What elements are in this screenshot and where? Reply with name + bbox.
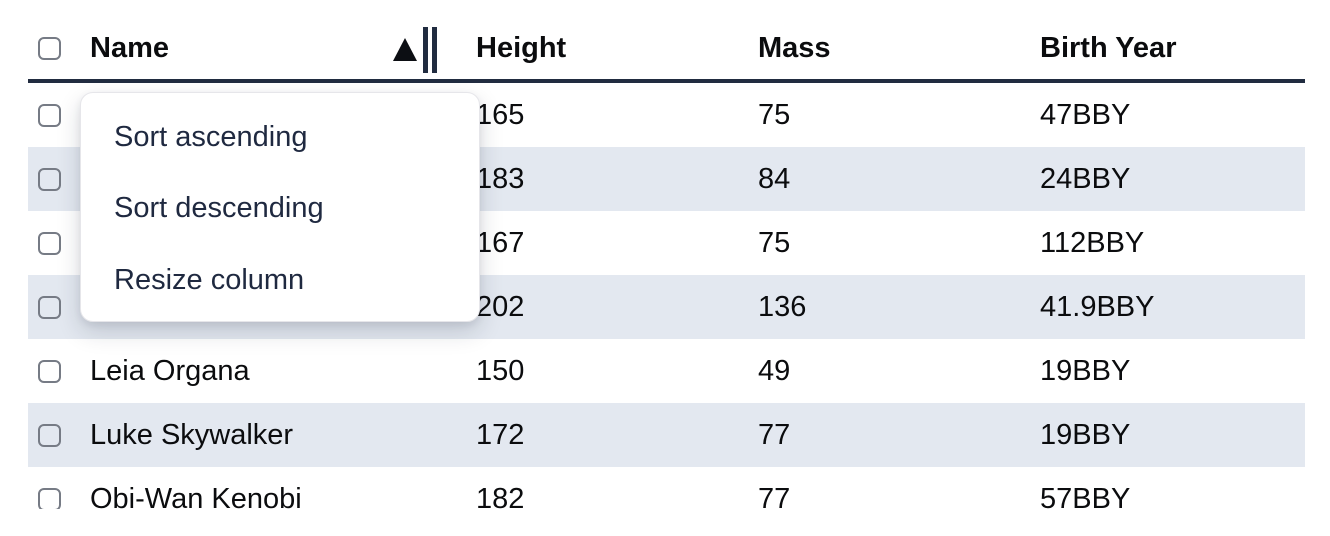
cell-birth-year: 112BBY bbox=[1040, 226, 1145, 259]
cell-height: 183 bbox=[476, 162, 525, 195]
cell-height: 167 bbox=[476, 226, 525, 259]
table-row: Luke Skywalker 172 77 19BBY bbox=[28, 403, 1305, 467]
cell-birth-year: 57BBY bbox=[1040, 482, 1131, 510]
row-checkbox[interactable] bbox=[38, 359, 61, 383]
row-checkbox[interactable] bbox=[38, 423, 61, 447]
column-header-birth-year-label: Birth Year bbox=[1040, 31, 1177, 64]
table-header-row: Name Height Mass Birth Year bbox=[28, 0, 1305, 83]
cell-mass: 84 bbox=[758, 162, 791, 195]
cell-name: Leia Organa bbox=[90, 354, 250, 387]
cell-mass: 77 bbox=[758, 482, 791, 510]
row-checkbox[interactable] bbox=[38, 167, 61, 191]
table-row: Leia Organa 150 49 19BBY bbox=[28, 339, 1305, 403]
row-checkbox[interactable] bbox=[38, 487, 61, 509]
cell-height: 150 bbox=[476, 354, 525, 387]
cell-height: 172 bbox=[476, 418, 525, 451]
cell-name: Luke Skywalker bbox=[90, 418, 294, 451]
menu-item-sort-descending[interactable]: Sort descending bbox=[114, 192, 324, 225]
column-resize-handle[interactable] bbox=[423, 27, 437, 73]
column-header-birth-year[interactable]: Birth Year bbox=[1040, 32, 1305, 65]
table-row: 167 75 112BBY bbox=[28, 211, 1305, 275]
cell-mass: 75 bbox=[758, 226, 791, 259]
column-header-name[interactable]: Name bbox=[90, 32, 476, 65]
cell-height: 182 bbox=[476, 482, 525, 510]
column-header-mass-label: Mass bbox=[758, 31, 831, 64]
header-checkbox-cell bbox=[28, 36, 90, 60]
cell-height: 202 bbox=[476, 290, 525, 323]
cell-name: Obi-Wan Kenobi bbox=[90, 482, 302, 510]
column-context-menu: Sort ascending Sort descending Resize co… bbox=[80, 92, 480, 322]
column-header-height-label: Height bbox=[476, 31, 567, 64]
column-header-name-label: Name bbox=[90, 31, 169, 64]
menu-item-sort-ascending[interactable]: Sort ascending bbox=[114, 121, 308, 154]
row-checkbox[interactable] bbox=[38, 295, 61, 319]
cell-mass: 77 bbox=[758, 418, 791, 451]
cell-birth-year: 41.9BBY bbox=[1040, 290, 1155, 323]
table-row: Obi-Wan Kenobi 182 77 57BBY bbox=[28, 467, 1305, 509]
cell-birth-year: 19BBY bbox=[1040, 418, 1131, 451]
row-checkbox[interactable] bbox=[38, 103, 61, 127]
cell-birth-year: 47BBY bbox=[1040, 98, 1131, 131]
row-checkbox[interactable] bbox=[38, 231, 61, 255]
column-header-mass[interactable]: Mass bbox=[758, 32, 1040, 65]
menu-item-resize-column[interactable]: Resize column bbox=[114, 263, 305, 296]
cell-mass: 75 bbox=[758, 98, 791, 131]
cell-birth-year: 19BBY bbox=[1040, 354, 1131, 387]
cell-mass: 49 bbox=[758, 354, 791, 387]
cell-height: 165 bbox=[476, 98, 525, 131]
select-all-checkbox[interactable] bbox=[38, 36, 61, 60]
column-header-height[interactable]: Height bbox=[476, 32, 758, 65]
cell-mass: 136 bbox=[758, 290, 807, 323]
cell-birth-year: 24BBY bbox=[1040, 162, 1131, 195]
table-row: 165 75 47BBY bbox=[28, 83, 1305, 147]
